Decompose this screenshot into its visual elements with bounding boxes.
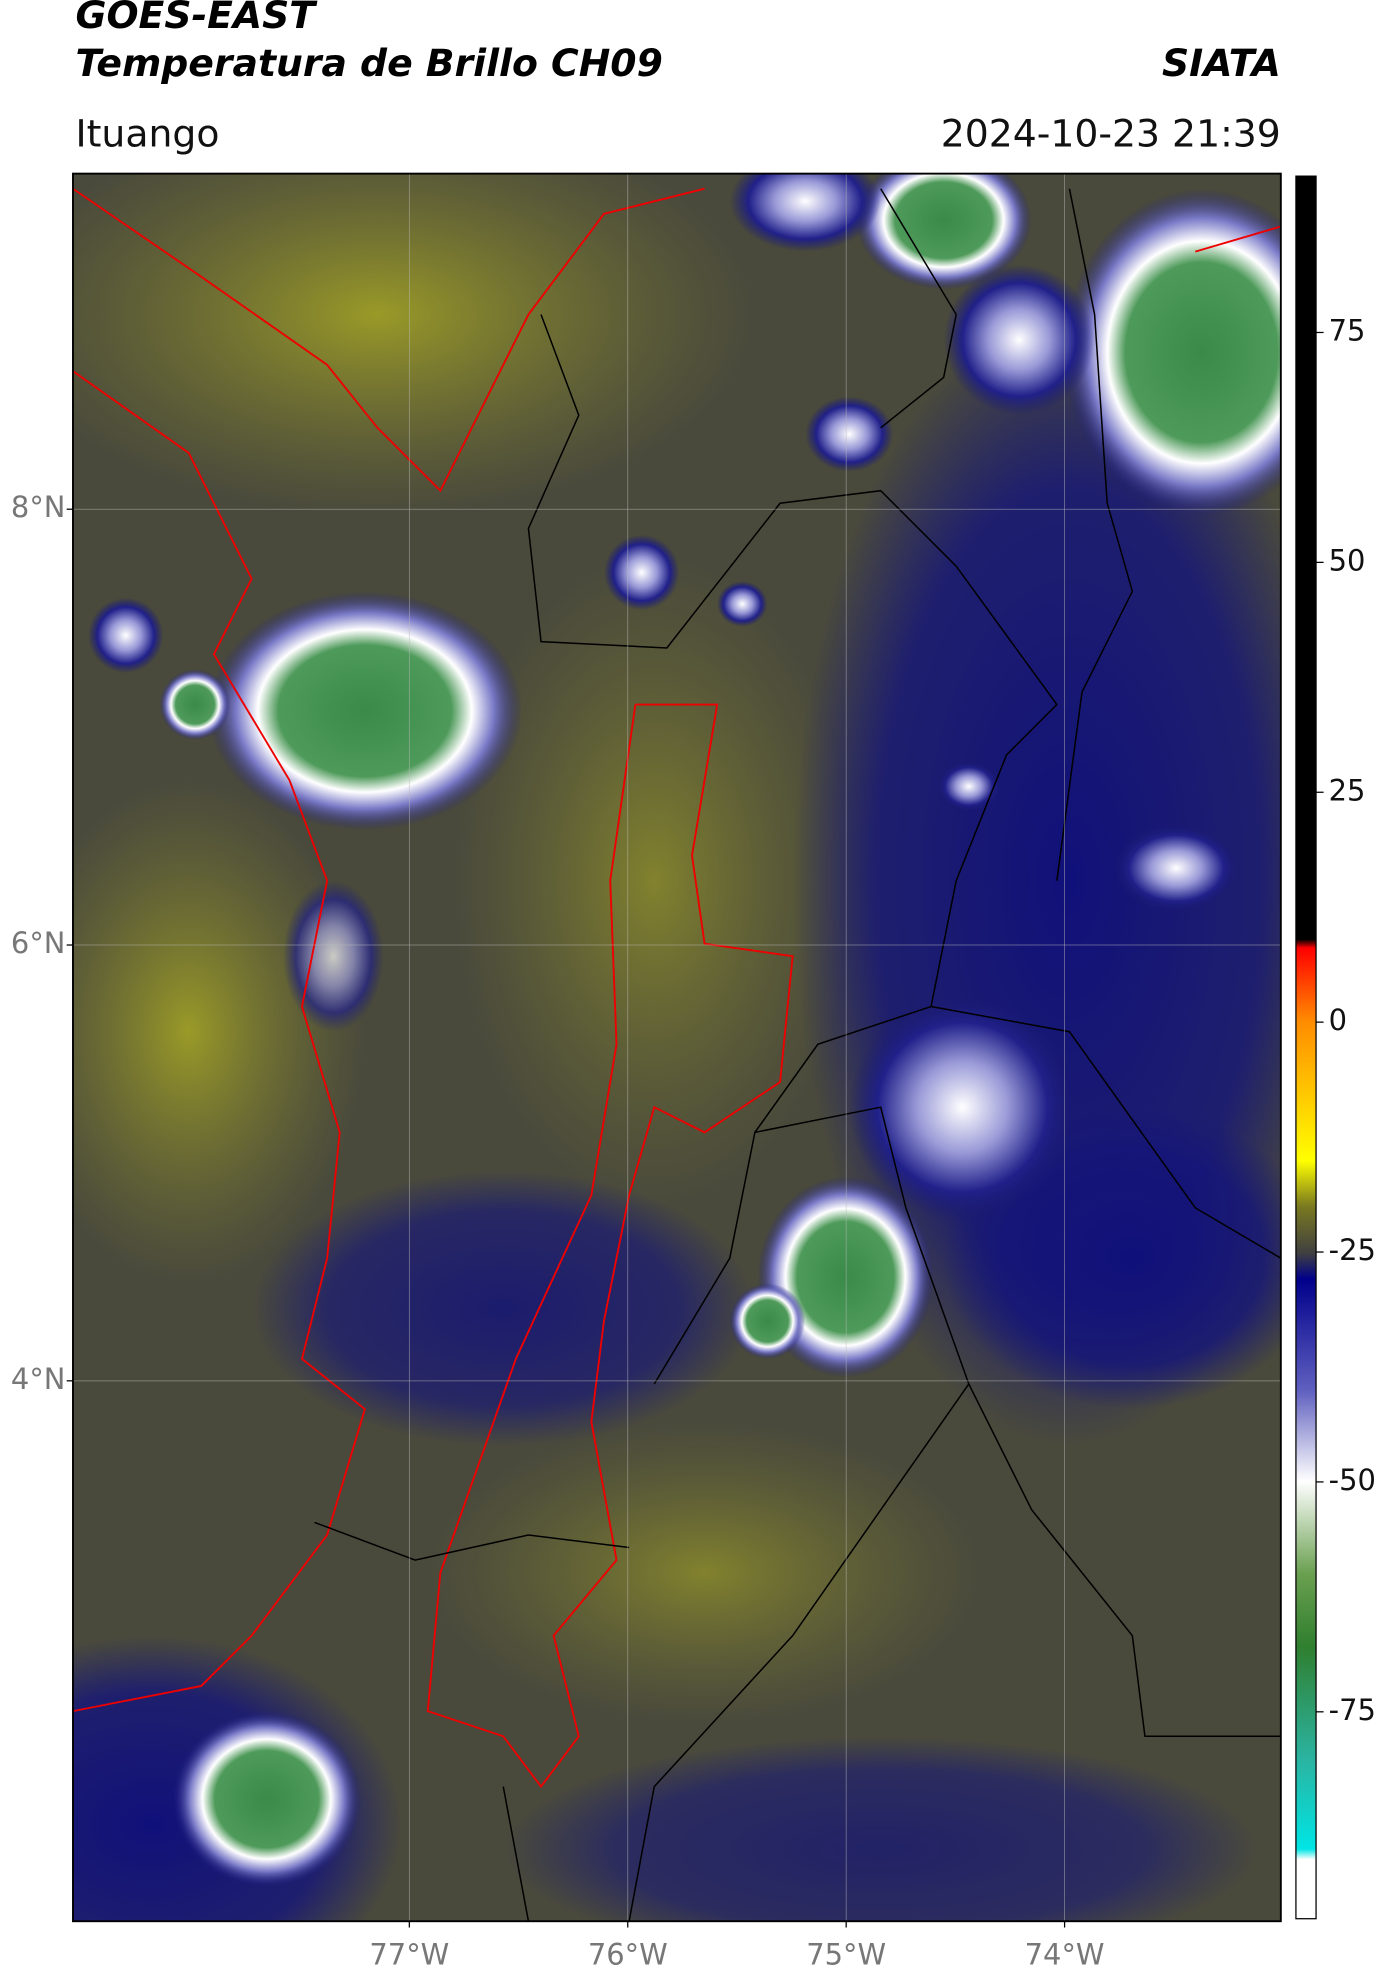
location: Ituango [75,111,219,155]
colorbar-tick-label: 0 [1329,1003,1347,1037]
colorbar [1295,175,1317,1920]
x-tick-label: 74°W [1025,1937,1105,1971]
colorbar-tick-label: 75 [1329,313,1366,347]
map-frame [72,172,1282,1923]
y-tick-label: 4°N [11,1362,66,1396]
colorbar-tick-label: -25 [1329,1233,1376,1267]
datetime: 2024-10-23 21:39 [941,111,1281,155]
x-tick-label: 77°W [369,1937,449,1971]
colorbar-tick-label: -50 [1329,1463,1376,1497]
source: SIATA [1162,41,1281,85]
title: GOES-EAST [75,0,318,37]
subtitle: Temperatura de Brillo CH09 [75,41,662,85]
colorbar-tick-label: 50 [1329,543,1366,577]
x-tick-label: 75°W [806,1937,886,1971]
y-tick-label: 6°N [11,926,66,960]
x-tick-label: 76°W [588,1937,668,1971]
colorbar-tick-label: 25 [1329,773,1366,807]
satellite-image [72,173,1281,1922]
y-tick-label: 8°N [11,490,66,524]
grid [72,173,1281,1922]
colorbar-tick-label: -75 [1329,1693,1376,1727]
